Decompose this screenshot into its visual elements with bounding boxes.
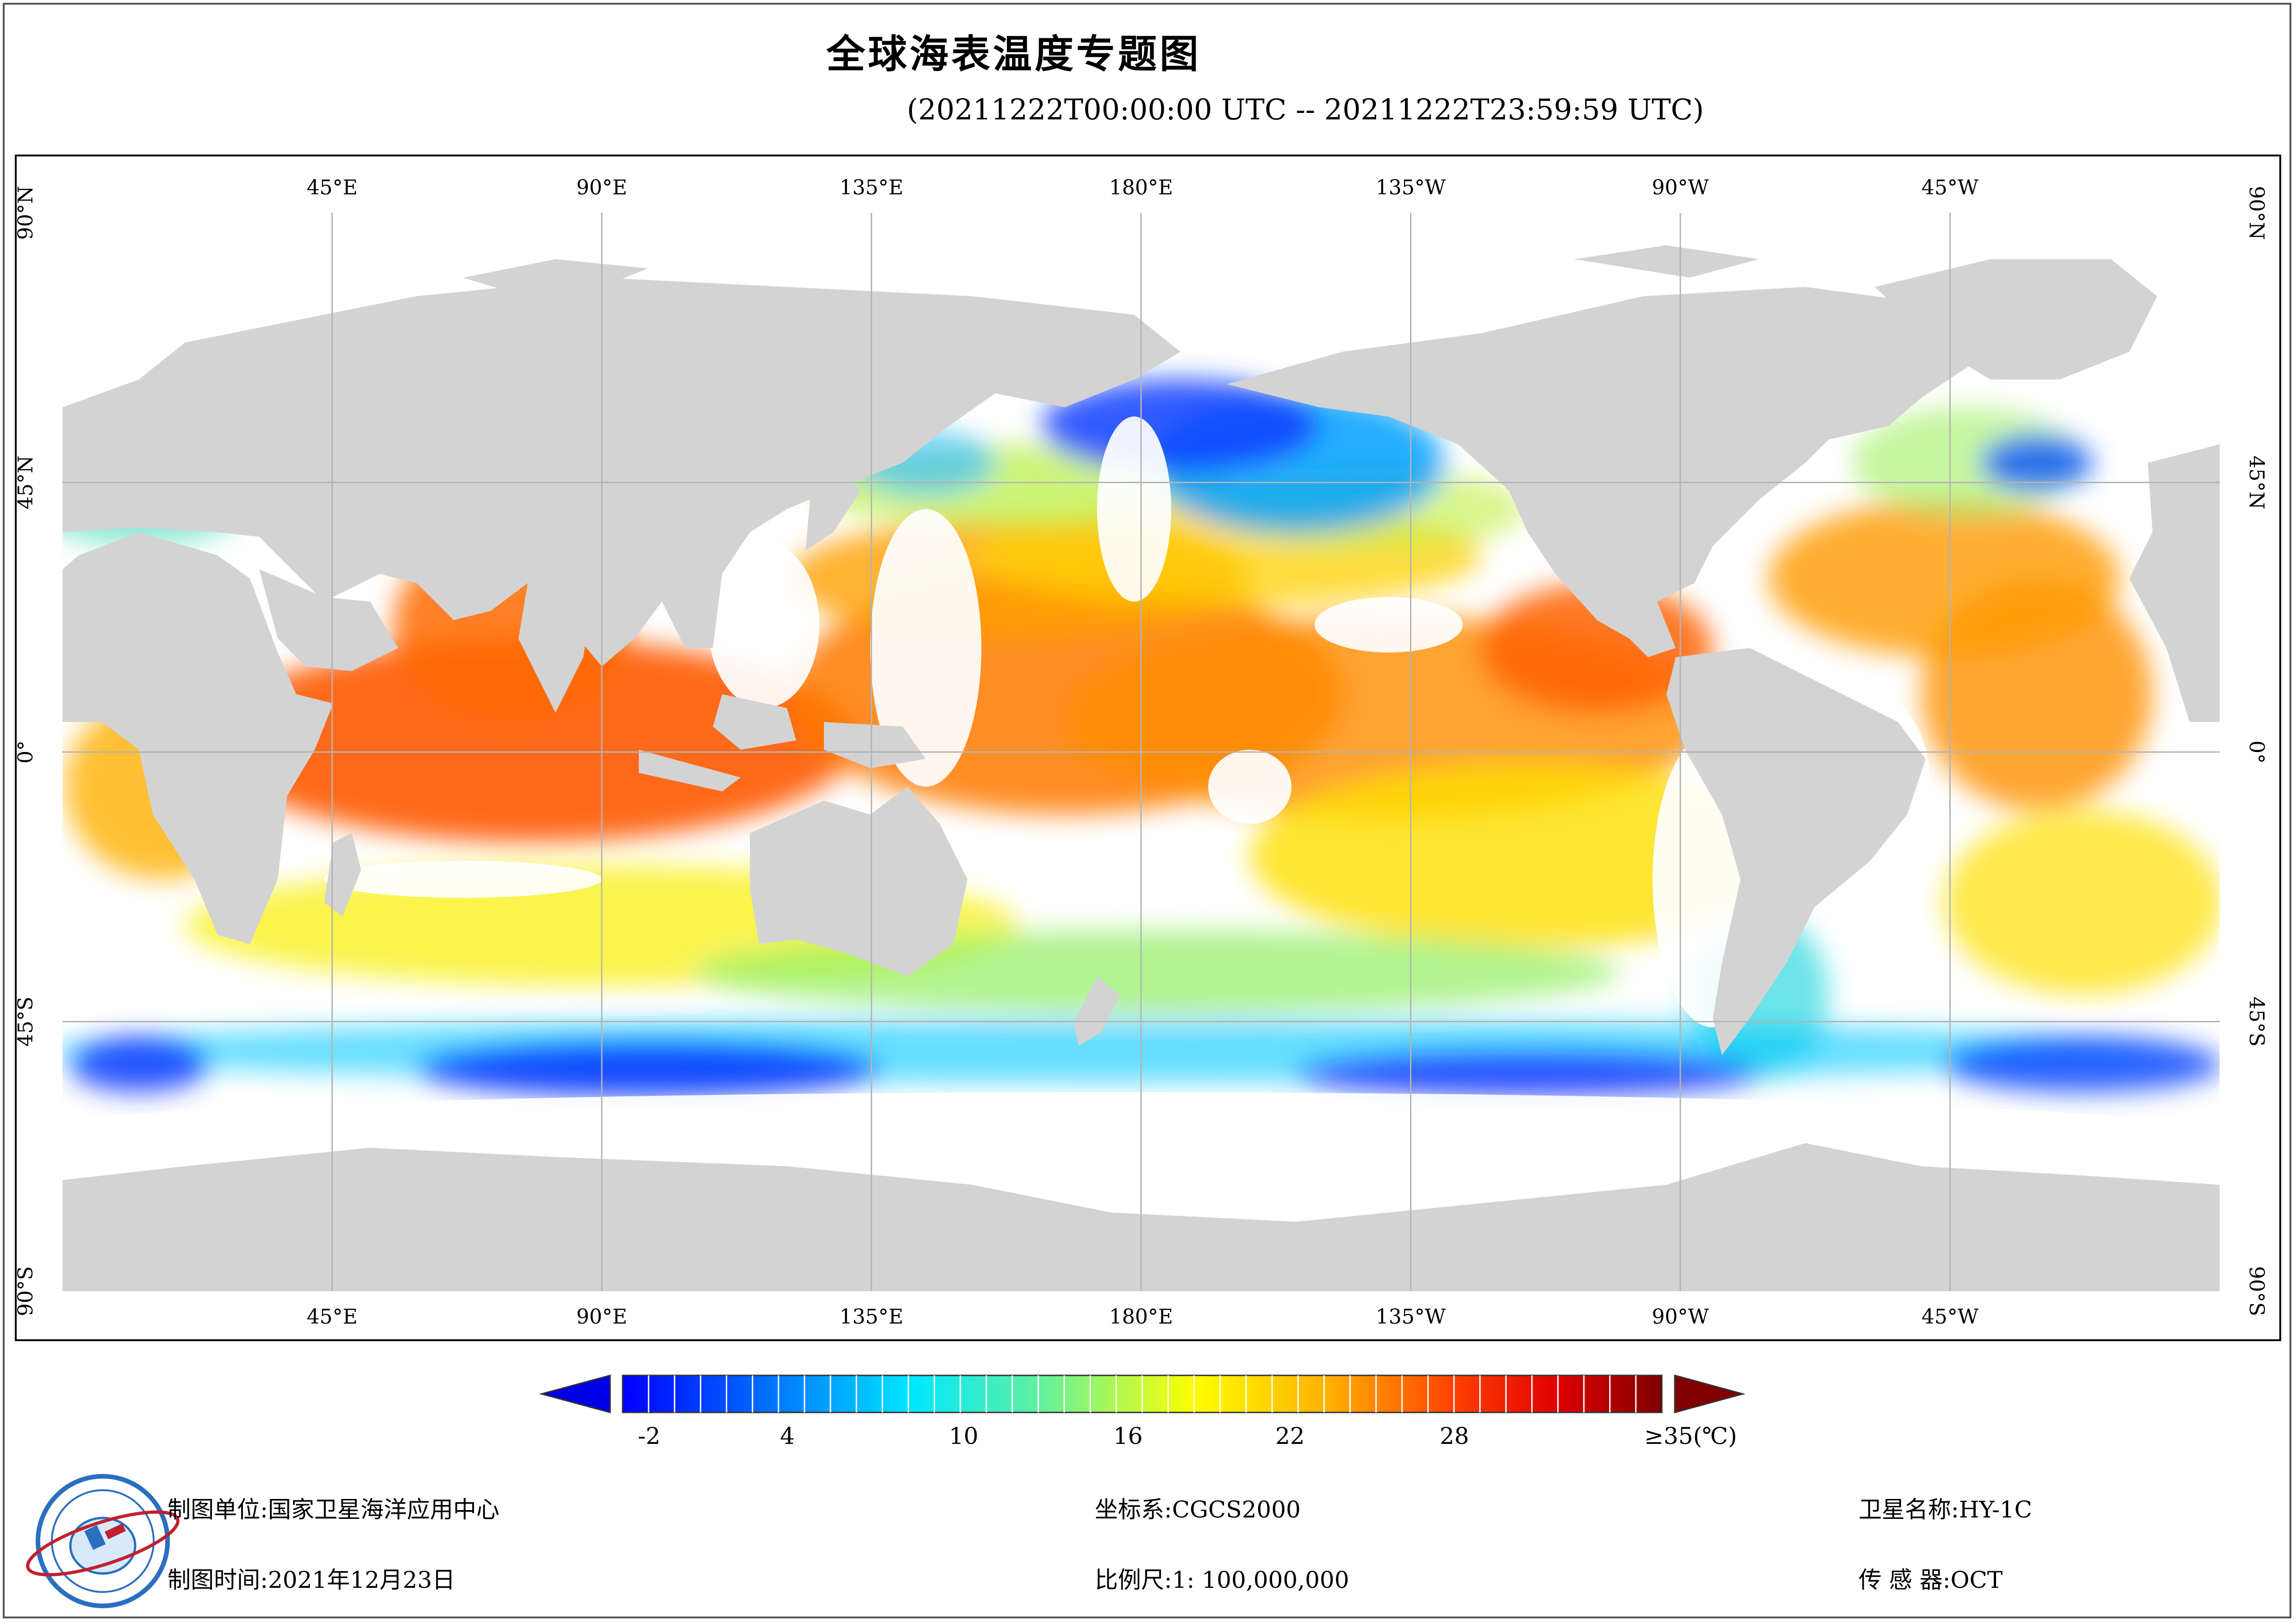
colorbar-min-arrow: [539, 1374, 611, 1413]
longitude-label: 90°W: [1652, 176, 1709, 199]
colorbar-tick-label: 4: [780, 1423, 795, 1449]
longitude-label: 45°E: [306, 176, 357, 199]
map-title: 全球海表温度专题图: [826, 31, 1201, 77]
latitude-label: 45°S: [2245, 996, 2268, 1046]
longitude-label: 135°E: [839, 1305, 903, 1329]
crs-info: 坐标系:CGCS2000: [1095, 1491, 1301, 1524]
longitude-labels-bottom: 45°E 90°E 135°E 180°E 135°W 90°W 45°W: [306, 1305, 1978, 1329]
longitude-label: 90°E: [576, 1305, 627, 1329]
latitude-label: 90°S: [14, 1266, 37, 1316]
latitude-label: 45°S: [14, 996, 37, 1046]
longitude-label: 135°W: [1376, 1305, 1446, 1329]
latitude-label: 45°N: [2245, 455, 2268, 510]
colorbar: [539, 1374, 1746, 1413]
scale-info: 比例尺:1: 100,000,000: [1095, 1561, 1349, 1595]
colorbar-tick-label: 10: [949, 1423, 979, 1449]
longitude-label: 45°W: [1922, 1305, 1979, 1329]
org-info: 制图单位:国家卫星海洋应用中心: [168, 1491, 499, 1524]
scale-value: 1: 100,000,000: [1172, 1567, 1349, 1593]
sensor-info: 传 感 器:OCT: [1859, 1561, 2003, 1595]
page-border: [3, 3, 2291, 1618]
colorbar-tick-label: 16: [1113, 1423, 1143, 1449]
time-info: 制图时间:2021年12月23日: [168, 1561, 455, 1595]
scale-label: 比例尺:: [1095, 1567, 1172, 1593]
longitude-labels-top: 45°E 90°E 135°E 180°E 135°W 90°W 45°W: [306, 176, 1978, 199]
org-value: 国家卫星海洋应用中心: [268, 1496, 499, 1523]
longitude-label: 135°W: [1376, 176, 1446, 199]
satellite-label: 卫星名称:: [1859, 1496, 1959, 1523]
latitude-label: 0°: [2245, 740, 2268, 764]
latitude-label: 45°N: [14, 455, 37, 510]
satellite-info: 卫星名称:HY-1C: [1859, 1491, 2032, 1524]
time-label: 制图时间:: [168, 1567, 268, 1593]
time-value: 2021年12月23日: [268, 1567, 455, 1593]
crs-label: 坐标系:: [1095, 1496, 1172, 1523]
nsoas-logo-icon: [26, 1474, 180, 1608]
longitude-label: 45°E: [306, 1305, 357, 1329]
crs-value: CGCS2000: [1172, 1496, 1301, 1523]
colorbar-tick-label: 28: [1440, 1423, 1469, 1449]
colorbar-tick-label: 22: [1275, 1423, 1305, 1449]
sensor-value: OCT: [1950, 1567, 2003, 1593]
map-subtitle: (20211222T00:00:00 UTC -- 20211222T23:59…: [907, 93, 1704, 126]
colorbar-tick-label: -2: [638, 1423, 661, 1449]
latitude-label: 90°S: [2245, 1266, 2268, 1316]
sensor-label: 传 感 器:: [1859, 1567, 1951, 1593]
latitude-labels-left: 90°N 45°N 0° 45°S 90°S: [14, 186, 37, 1316]
satellite-value: HY-1C: [1959, 1496, 2032, 1523]
latitude-label: 90°N: [14, 186, 37, 240]
graticule: [62, 213, 2220, 1291]
latitude-labels-right: 90°N 45°N 0° 45°S 90°S: [2245, 186, 2268, 1316]
longitude-label: 90°W: [1652, 1305, 1709, 1329]
colorbar-max-arrow: [1674, 1374, 1746, 1413]
colorbar-tick-label: ≥35(℃): [1644, 1423, 1737, 1449]
longitude-label: 45°W: [1922, 176, 1979, 199]
longitude-label: 90°E: [576, 176, 627, 199]
longitude-label: 135°E: [839, 176, 903, 199]
longitude-label: 180°E: [1109, 176, 1173, 199]
org-label: 制图单位:: [168, 1496, 268, 1523]
latitude-label: 0°: [14, 740, 37, 764]
latitude-label: 90°N: [2245, 186, 2268, 240]
longitude-label: 180°E: [1109, 1305, 1173, 1329]
map-panel: [62, 213, 2220, 1291]
map-frame: [15, 155, 2281, 1341]
